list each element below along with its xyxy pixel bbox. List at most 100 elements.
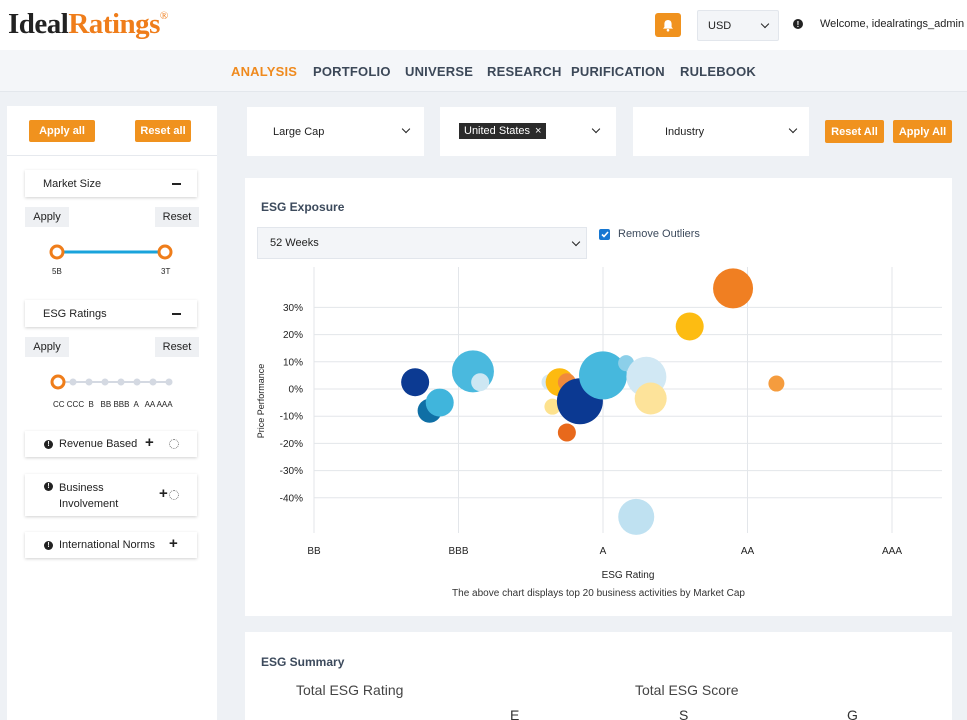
market-size-min-label: 5B <box>52 267 62 276</box>
slider-step <box>133 378 141 386</box>
slider-step <box>85 378 93 386</box>
currency-select[interactable]: USD <box>697 10 779 41</box>
esg-ratings-filter[interactable]: ESG Ratings <box>25 300 197 327</box>
esg-summary-panel: ESG Summary Total ESG Rating Total ESG S… <box>245 632 952 720</box>
slider-max-handle[interactable] <box>157 244 173 260</box>
remove-outliers-label: Remove Outliers <box>618 228 700 240</box>
market-size-max-label: 3T <box>161 267 171 276</box>
notifications-button[interactable] <box>655 13 681 37</box>
market-size-label: Market Size <box>43 177 102 190</box>
x-tick-label: AAA <box>882 546 902 557</box>
slider-handle[interactable] <box>50 374 66 390</box>
logo-text-ratings: Ratings <box>68 8 160 40</box>
x-tick-label: A <box>600 546 607 557</box>
filters-apply-all-button[interactable]: Apply All <box>893 120 952 143</box>
check-icon <box>600 231 609 238</box>
filters-reset-all-button[interactable]: Reset All <box>825 120 884 143</box>
chart-caption: The above chart displays top 20 business… <box>452 588 745 599</box>
y-tick-label: 10% <box>283 357 303 368</box>
loading-spinner-icon <box>169 490 179 500</box>
y-tick-label: 0% <box>289 385 304 396</box>
international-norms-filter[interactable]: ! International Norms + <box>25 532 197 558</box>
market-size-reset-button[interactable]: Reset <box>155 207 199 227</box>
remove-outliers-checkbox[interactable] <box>599 229 610 240</box>
total-esg-rating-label: Total ESG Rating <box>296 682 404 698</box>
x-tick-label: BBB <box>448 546 468 557</box>
country-tag-label: United States <box>464 125 531 137</box>
chart-bubbles <box>401 268 785 535</box>
expand-icon[interactable]: + <box>169 535 178 552</box>
chart-bubble <box>618 498 655 535</box>
market-size-filter[interactable]: Market Size <box>25 170 197 197</box>
reset-all-button[interactable]: Reset all <box>135 120 191 142</box>
nav-universe[interactable]: UNIVERSE <box>405 64 474 79</box>
chart-bubble <box>768 375 785 392</box>
industry-select[interactable]: Industry <box>633 107 809 156</box>
chart-bubble <box>425 388 454 417</box>
market-size-apply-button[interactable]: Apply <box>25 207 69 227</box>
apply-all-button[interactable]: Apply all <box>29 120 95 142</box>
chart-bubble <box>401 368 430 397</box>
slider-step <box>69 378 77 386</box>
esg-ratings-reset-button[interactable]: Reset <box>155 337 199 357</box>
expand-icon[interactable]: + <box>145 434 154 451</box>
user-menu[interactable]: Welcome, idealratings_admin <box>820 18 967 30</box>
x-tick-label: BB <box>307 546 321 557</box>
slider-step <box>149 378 157 386</box>
international-norms-label: International Norms <box>59 539 155 551</box>
info-icon[interactable]: ! <box>793 19 803 29</box>
esg-ratings-apply-button[interactable]: Apply <box>25 337 69 357</box>
chevron-down-icon <box>760 19 770 28</box>
nav-analysis[interactable]: ANALYSIS <box>231 64 298 79</box>
market-size-slider[interactable] <box>45 242 177 262</box>
chevron-down-icon <box>571 237 581 247</box>
info-icon[interactable]: ! <box>44 439 53 449</box>
y-tick-label: -30% <box>280 466 303 477</box>
info-icon[interactable]: ! <box>44 482 53 491</box>
esg-ratings-slider[interactable] <box>49 372 179 392</box>
period-value: 52 Weeks <box>270 237 319 249</box>
nav-purification[interactable]: PURIFICATION <box>571 64 665 79</box>
environmental-column-header: E <box>510 707 520 720</box>
collapse-icon[interactable] <box>172 182 181 185</box>
period-select[interactable]: 52 Weeks <box>257 227 587 259</box>
esg-exposure-title: ESG Exposure <box>261 200 345 214</box>
expand-icon[interactable]: + <box>159 485 168 502</box>
collapse-icon[interactable] <box>172 312 181 315</box>
chart-grid <box>313 267 942 533</box>
nav-portfolio[interactable]: PORTFOLIO <box>313 64 391 79</box>
y-axis-ticks: 30% 20% 10% 0% -10% -20% -30% -40% <box>280 303 303 504</box>
revenue-based-label: Revenue Based <box>59 438 138 450</box>
tag-remove-icon[interactable]: × <box>535 125 542 137</box>
y-axis-label: Price Performance <box>256 364 266 439</box>
slider-min-handle[interactable] <box>49 244 65 260</box>
nav-research[interactable]: RESEARCH <box>487 64 562 79</box>
business-involvement-label: Business Involvement <box>59 482 119 510</box>
esg-ratings-scale-labels: CC CCC B BB BBB A AA AAA <box>53 400 173 409</box>
filters-sidebar: Apply all Reset all Market Size Apply Re… <box>7 106 217 720</box>
chart-bubble <box>544 398 561 415</box>
x-tick-label: AA <box>741 546 755 557</box>
market-cap-select[interactable]: Large Cap <box>247 107 424 156</box>
nav-rulebook[interactable]: RULEBOOK <box>680 64 756 79</box>
revenue-based-filter[interactable]: ! Revenue Based + <box>25 431 197 457</box>
country-select[interactable]: United States × <box>440 107 616 156</box>
x-axis-label: ESG Rating <box>602 570 655 581</box>
chevron-down-icon <box>401 124 411 134</box>
esg-ratings-label: ESG Ratings <box>43 307 107 320</box>
chart-bubble <box>675 312 704 341</box>
main-nav: ANALYSIS PORTFOLIO UNIVERSE RESEARCH PUR… <box>0 50 967 92</box>
social-column-header: S <box>679 707 689 720</box>
info-icon[interactable]: ! <box>44 540 53 550</box>
y-tick-label: -40% <box>280 493 303 504</box>
welcome-text: Welcome, idealratings_admin <box>820 18 965 30</box>
chevron-down-icon <box>788 124 798 134</box>
logo[interactable]: IdealRatings® <box>8 8 168 41</box>
logo-text-ideal: Ideal <box>8 8 69 40</box>
esg-exposure-bubble-chart: 30%20%10%0%-10%-20%-30%-40% BB BBB A AA AAA … <box>256 267 942 581</box>
bell-icon <box>663 19 673 31</box>
chart-bubble <box>471 373 490 392</box>
chart-bubble <box>634 382 667 415</box>
business-involvement-filter[interactable]: ! Business Involvement + <box>25 474 197 516</box>
y-tick-label: 30% <box>283 303 303 314</box>
